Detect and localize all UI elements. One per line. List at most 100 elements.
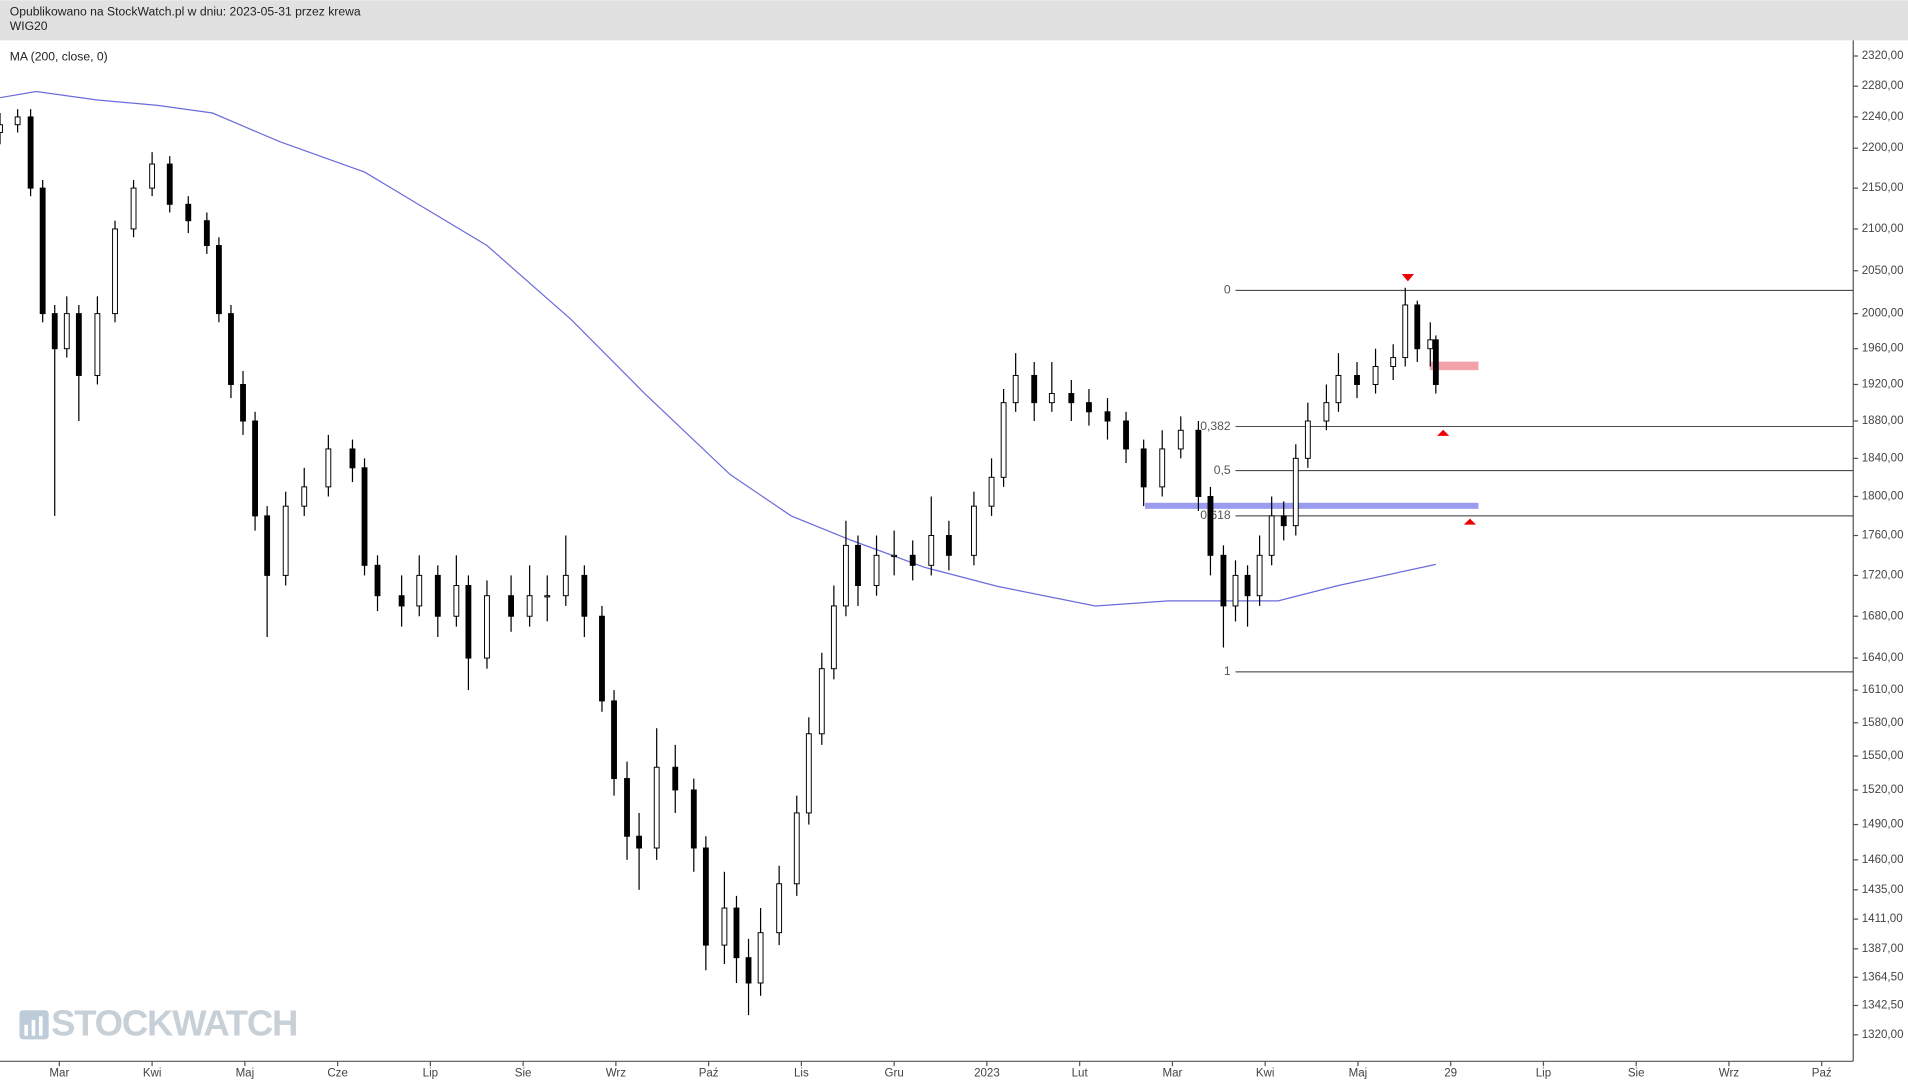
- fib-label: 0,5: [1214, 463, 1231, 477]
- y-tick-label: 1460,00: [1862, 854, 1904, 866]
- candle-body: [484, 595, 490, 659]
- plot: 0 0,382 0,5 0,618 1: [0, 90, 1854, 1016]
- candle-body: [1432, 339, 1439, 385]
- candle-body: [1292, 457, 1299, 527]
- candle-body: [1304, 420, 1311, 459]
- candle-body: [1177, 429, 1184, 450]
- ma-line: [0, 90, 1436, 607]
- candle-body: [465, 585, 472, 659]
- candle-body: [75, 313, 82, 376]
- candle-body: [909, 554, 916, 566]
- y-tick-label: 1320,00: [1862, 1029, 1904, 1041]
- watermark-icon-bar: [24, 1024, 28, 1036]
- candle-body: [349, 448, 356, 469]
- candle-body: [1402, 304, 1409, 359]
- axes: 2320,00 2280,00 2240,00 2200,00 2150,00 2100,…: [49, 50, 1903, 1079]
- candle-body: [757, 932, 764, 984]
- y-tick-label: 1387,00: [1862, 943, 1904, 955]
- candle-body: [215, 245, 222, 315]
- y-tick-label: 1640,00: [1862, 652, 1904, 664]
- x-tick-label: Maj: [1349, 1068, 1368, 1080]
- candle-body: [945, 535, 952, 556]
- candle-body: [733, 907, 740, 959]
- y-tick-label: 2200,00: [1862, 142, 1904, 154]
- candle-body: [855, 544, 861, 587]
- x-tick-label: Wrz: [606, 1068, 627, 1080]
- y-tick-label: 2280,00: [1862, 80, 1904, 92]
- x-tick-label: 2023: [974, 1068, 1000, 1080]
- candle-body: [721, 907, 728, 946]
- candle-body: [653, 766, 660, 849]
- candle-body: [1048, 393, 1055, 404]
- indicator-label: MA (200, close, 0): [10, 50, 108, 64]
- candle-body: [301, 486, 308, 507]
- candle-body: [690, 789, 697, 849]
- candle-body: [672, 766, 679, 791]
- x-tick-label: Lis: [794, 1068, 809, 1080]
- candle-body: [636, 835, 643, 849]
- candle-body: [0, 124, 3, 133]
- x-tick-label: Mar: [1162, 1068, 1182, 1080]
- candle-body: [1414, 304, 1421, 350]
- candle-body: [1256, 554, 1263, 597]
- x-tick-label: Lip: [423, 1068, 438, 1080]
- candle-body: [63, 313, 70, 350]
- candle-body: [434, 574, 441, 617]
- candle-body: [1268, 515, 1275, 556]
- y-tick-label: 1720,00: [1862, 569, 1904, 581]
- x-tick-label: Paź: [699, 1068, 719, 1080]
- y-tick-label: 2100,00: [1862, 223, 1904, 235]
- candle-body: [843, 544, 849, 607]
- x-tick-label: Lut: [1072, 1068, 1089, 1080]
- y-tick-label: 1610,00: [1862, 684, 1904, 696]
- candle-body: [702, 847, 709, 946]
- candle-body: [988, 476, 995, 507]
- x-tick-label: Gru: [885, 1068, 904, 1080]
- candle-body: [203, 220, 210, 247]
- candle-body: [544, 595, 551, 598]
- fib-label: 0,618: [1200, 508, 1231, 522]
- candle-body: [453, 585, 460, 617]
- candle-body: [818, 668, 825, 735]
- x-tick-label: Maj: [236, 1068, 255, 1080]
- candle-body: [793, 812, 800, 885]
- candle-body: [112, 228, 118, 315]
- candle-body: [325, 448, 332, 488]
- candle-body: [1232, 574, 1239, 607]
- y-tick-label: 2320,00: [1862, 50, 1904, 62]
- candle-body: [581, 574, 588, 617]
- candle-body: [1323, 402, 1330, 422]
- candle-body: [361, 467, 368, 566]
- candle-body: [873, 554, 880, 587]
- candle-body: [1244, 574, 1251, 597]
- y-tick-label: 2000,00: [1862, 308, 1904, 320]
- candle-body: [971, 505, 977, 556]
- candle-body: [1372, 366, 1379, 385]
- x-tick-label: Lip: [1536, 1068, 1551, 1080]
- candle-body: [14, 116, 21, 126]
- candle-body: [94, 313, 101, 376]
- candle-body: [805, 733, 812, 814]
- candle-body: [508, 595, 514, 617]
- candle-body: [166, 163, 173, 205]
- y-tick-label: 1411,00: [1862, 913, 1903, 925]
- resistance-zone: [1429, 361, 1479, 371]
- x-tick-label: Mar: [49, 1068, 69, 1080]
- candle-body: [1390, 357, 1397, 367]
- candle-body: [1000, 402, 1007, 478]
- y-tick-label: 2150,00: [1862, 182, 1904, 194]
- watermark-icon-bar: [38, 1016, 43, 1036]
- x-tick-label: Kwi: [1256, 1068, 1275, 1080]
- candle-body: [1031, 374, 1038, 404]
- candle-body: [1140, 448, 1147, 488]
- candle-body: [185, 203, 192, 222]
- candle-body: [398, 595, 405, 607]
- x-tick-label: Cze: [327, 1068, 348, 1080]
- candle-body: [228, 313, 234, 385]
- candle-body: [1427, 339, 1434, 350]
- y-tick-label: 2240,00: [1862, 111, 1904, 123]
- candle-body: [624, 778, 630, 837]
- marker-up: [1437, 429, 1450, 436]
- y-tick-label: 1550,00: [1862, 750, 1904, 762]
